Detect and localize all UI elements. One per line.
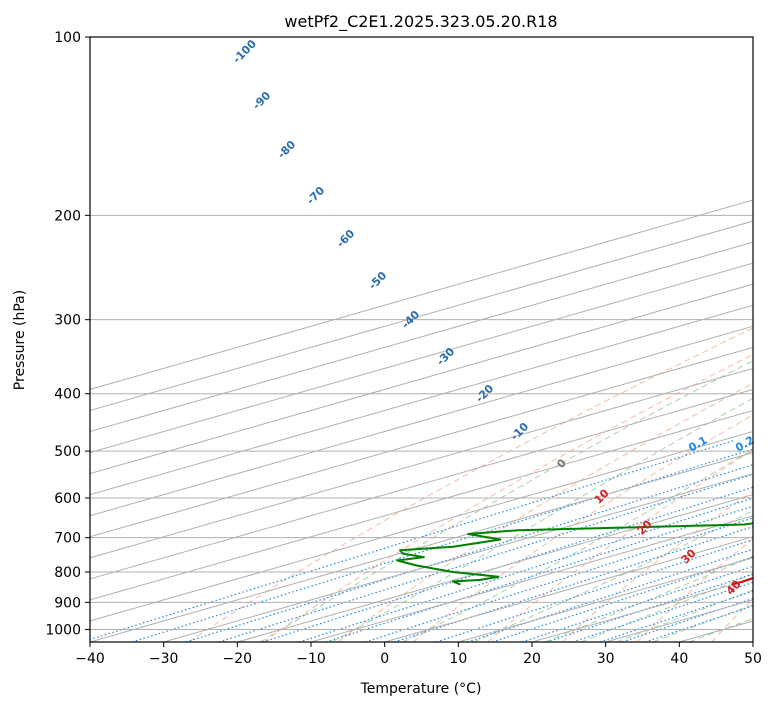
plot-background bbox=[90, 37, 753, 642]
x-tick-label: −20 bbox=[223, 651, 253, 667]
mixing-ratio-line bbox=[185, 464, 753, 642]
isotherm-line bbox=[237, 494, 753, 642]
x-tick-label: 10 bbox=[449, 651, 467, 667]
isotherm-line bbox=[384, 536, 753, 642]
isotherm-line bbox=[752, 641, 753, 642]
y-tick-label: 300 bbox=[54, 313, 81, 329]
moist-adiabat-line bbox=[580, 573, 753, 642]
y-tick-label: 900 bbox=[54, 595, 81, 611]
profiles bbox=[396, 522, 753, 586]
mixing-ratio-line bbox=[599, 590, 753, 642]
isotherm-line bbox=[90, 304, 753, 496]
y-tick-label: 800 bbox=[54, 565, 81, 581]
y-tick-label: 1000 bbox=[45, 622, 81, 638]
isotherm-line bbox=[90, 262, 753, 454]
y-tick-label: 500 bbox=[54, 444, 81, 460]
mixing-ratio-line bbox=[622, 597, 753, 642]
mixing-ratio-line bbox=[90, 440, 734, 641]
chart-title: wetPf2_C2E1.2025.323.05.20.R18 bbox=[284, 12, 557, 32]
x-tick-label: 30 bbox=[597, 651, 615, 667]
y-tick-label: 600 bbox=[54, 491, 81, 507]
isotherm-line bbox=[90, 452, 753, 642]
mixing-ratio-line bbox=[645, 605, 753, 642]
dry-adiabat-line bbox=[263, 353, 753, 642]
y-axis-title: Pressure (hPa) bbox=[12, 290, 28, 390]
x-axis: −40 −30 −20 −10 0 10 20 30 40 50 bbox=[75, 642, 762, 667]
mixing-ratio-line bbox=[218, 473, 753, 642]
isotherm-line bbox=[90, 199, 753, 390]
moist-adiabat-line bbox=[544, 555, 753, 642]
isotherm-line bbox=[163, 473, 753, 642]
isotherm-line bbox=[90, 431, 753, 622]
y-tick-label: 200 bbox=[54, 208, 81, 224]
isotherm-line bbox=[90, 409, 753, 601]
isotherm-line bbox=[90, 388, 753, 580]
isotherm-line bbox=[90, 367, 753, 559]
dewpoint-profile bbox=[396, 522, 753, 586]
dry-adiabat-line bbox=[487, 449, 753, 642]
isotherms bbox=[90, 199, 753, 642]
plot-frame bbox=[89, 36, 754, 643]
isotherm-line bbox=[90, 220, 753, 411]
mixing-ratio-lines bbox=[90, 440, 753, 642]
y-tick-label: 100 bbox=[54, 30, 81, 46]
isotherm-line bbox=[90, 325, 753, 517]
x-tick-label: 20 bbox=[523, 651, 541, 667]
dry-adiabat-line bbox=[561, 490, 753, 642]
x-tick-label: −10 bbox=[296, 651, 326, 667]
mixing-ratio-line bbox=[325, 505, 753, 642]
mixing-ratio-line bbox=[299, 497, 753, 642]
y-axis: 100 200 300 400 500 600 700 800 900 1000 bbox=[45, 30, 90, 638]
dry-adiabat-line bbox=[337, 382, 753, 642]
x-tick-label: 0 bbox=[380, 651, 389, 667]
y-tick-label: 700 bbox=[54, 531, 81, 547]
isotherm-line bbox=[90, 283, 753, 475]
x-tick-label: −30 bbox=[149, 651, 179, 667]
mixing-ratio-line bbox=[436, 538, 753, 642]
y-tick-label: 400 bbox=[54, 387, 81, 403]
x-tick-label: 40 bbox=[670, 651, 688, 667]
moist-adiabat-line bbox=[259, 360, 753, 642]
isotherm-line bbox=[90, 241, 753, 433]
x-tick-label: −40 bbox=[75, 651, 105, 667]
mixing-ratio-line bbox=[262, 486, 753, 642]
x-axis-title: Temperature (°C) bbox=[360, 681, 482, 697]
isotherm-line bbox=[310, 515, 753, 642]
pressure-gridlines bbox=[90, 37, 753, 630]
x-tick-label: 50 bbox=[744, 651, 762, 667]
